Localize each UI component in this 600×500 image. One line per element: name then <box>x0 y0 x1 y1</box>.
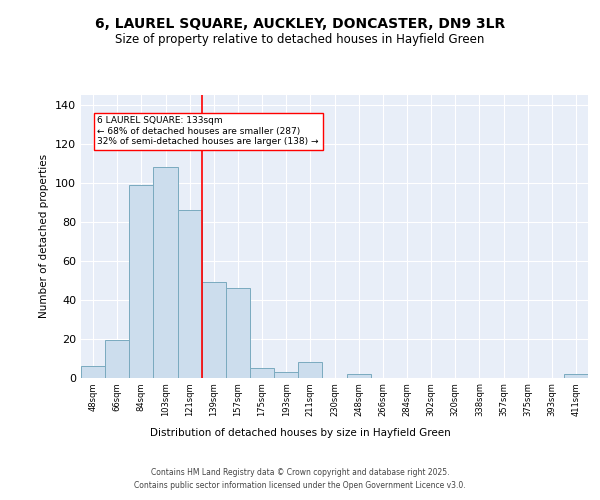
Bar <box>81 366 105 378</box>
Text: Distribution of detached houses by size in Hayfield Green: Distribution of detached houses by size … <box>149 428 451 438</box>
Bar <box>274 372 298 378</box>
Bar <box>250 368 274 378</box>
Text: 6 LAUREL SQUARE: 133sqm
← 68% of detached houses are smaller (287)
32% of semi-d: 6 LAUREL SQUARE: 133sqm ← 68% of detache… <box>97 116 319 146</box>
Bar <box>178 210 202 378</box>
Text: Size of property relative to detached houses in Hayfield Green: Size of property relative to detached ho… <box>115 32 485 46</box>
Bar <box>105 340 129 378</box>
Bar <box>347 374 371 378</box>
Text: Contains public sector information licensed under the Open Government Licence v3: Contains public sector information licen… <box>134 482 466 490</box>
Bar <box>564 374 588 378</box>
Y-axis label: Number of detached properties: Number of detached properties <box>40 154 49 318</box>
Bar <box>298 362 322 378</box>
Bar <box>226 288 250 378</box>
Bar <box>129 184 154 378</box>
Text: 6, LAUREL SQUARE, AUCKLEY, DONCASTER, DN9 3LR: 6, LAUREL SQUARE, AUCKLEY, DONCASTER, DN… <box>95 18 505 32</box>
Bar <box>154 167 178 378</box>
Text: Contains HM Land Registry data © Crown copyright and database right 2025.: Contains HM Land Registry data © Crown c… <box>151 468 449 477</box>
Bar <box>202 282 226 378</box>
